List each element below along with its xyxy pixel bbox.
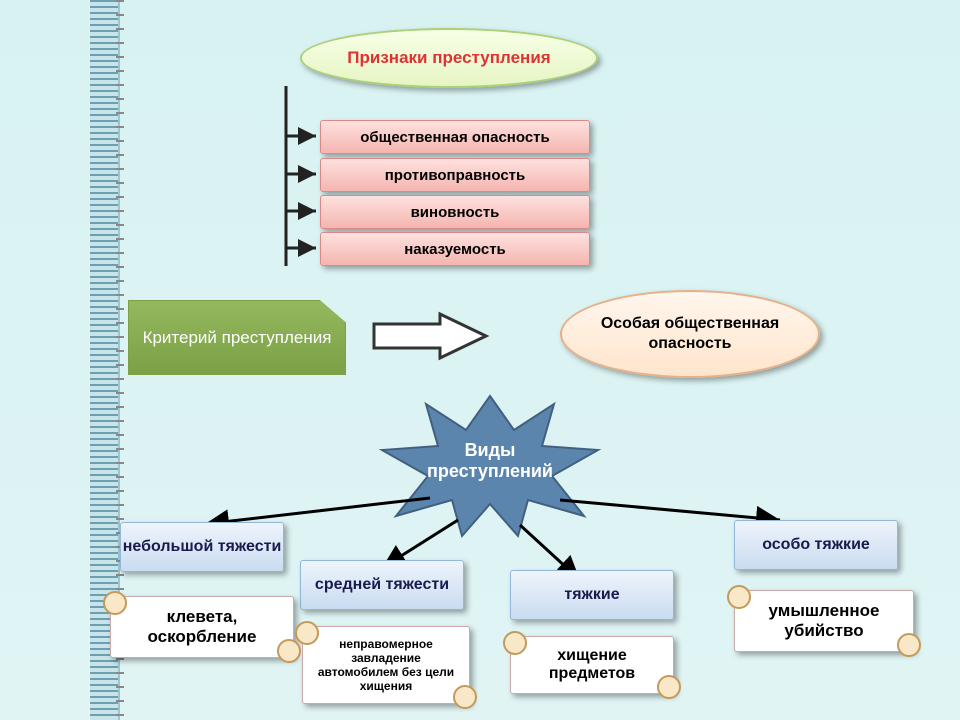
category-box-1: небольшой тяжести [120, 522, 284, 572]
category-label: тяжкие [564, 586, 619, 604]
example-scroll-2: неправомерное завладение автомобилем без… [302, 626, 470, 704]
example-text: хищение предметов [519, 647, 665, 683]
example-scroll-4: умышленное убийство [734, 590, 914, 652]
category-label: средней тяжести [315, 576, 449, 594]
example-scroll-1: клевета, оскорбление [110, 596, 294, 658]
example-scroll-3: хищение предметов [510, 636, 674, 694]
category-box-3: тяжкие [510, 570, 674, 620]
category-box-2: средней тяжести [300, 560, 464, 610]
example-text: умышленное убийство [743, 601, 905, 641]
category-label: небольшой тяжести [123, 538, 282, 556]
category-label: особо тяжкие [762, 536, 870, 554]
category-box-4: особо тяжкие [734, 520, 898, 570]
example-text: неправомерное завладение автомобилем без… [311, 637, 461, 693]
example-text: клевета, оскорбление [119, 607, 285, 647]
